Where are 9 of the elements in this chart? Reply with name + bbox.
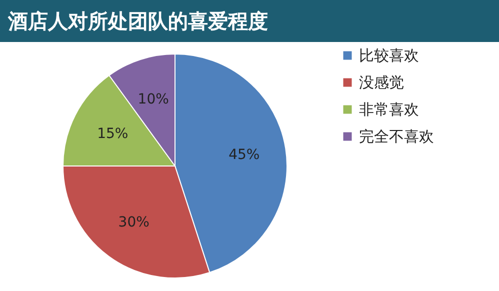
legend-label: 非常喜欢 [359, 100, 419, 118]
data-label: 30% [118, 214, 150, 231]
chart-title: 酒店人对所处团队的喜爱程度 [0, 0, 499, 42]
legend-label: 比较喜欢 [359, 46, 419, 64]
data-label: 15% [97, 126, 128, 142]
data-label: 45% [228, 147, 260, 164]
legend-label: 完全不喜欢 [359, 128, 434, 146]
data-label: 10% [138, 91, 169, 108]
legend-label: 没感觉 [359, 74, 404, 92]
